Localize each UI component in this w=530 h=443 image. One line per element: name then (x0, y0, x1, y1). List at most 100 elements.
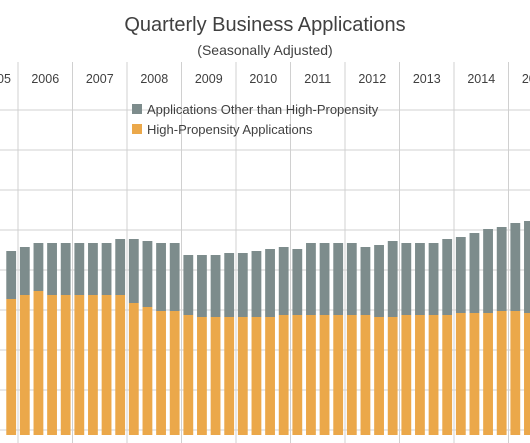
bar-high-propensity (374, 317, 384, 435)
year-label: 2007 (86, 72, 114, 86)
legend-label-high-propensity: High-Propensity Applications (147, 122, 313, 137)
bar-other-applications (101, 243, 112, 295)
bar-high-propensity (183, 315, 194, 435)
year-label: 2010 (249, 72, 277, 86)
bar-high-propensity (319, 315, 330, 435)
bar-high-propensity (74, 295, 85, 435)
bar-other-applications (333, 243, 344, 315)
bar-other-applications (360, 247, 371, 315)
bar-high-propensity (455, 313, 466, 435)
year-label: 2008 (140, 72, 168, 86)
bar-high-propensity (210, 317, 221, 435)
bar-other-applications (142, 241, 153, 307)
bar-other-applications (60, 243, 71, 295)
bar-other-applications (415, 243, 425, 315)
bar-other-applications (401, 243, 412, 315)
bar-high-propensity (88, 295, 98, 435)
chart-subtitle: (Seasonally Adjusted) (197, 42, 333, 58)
bar-high-propensity (278, 315, 289, 435)
bar-high-propensity (524, 313, 530, 435)
bar-high-propensity (292, 315, 303, 435)
bar-high-propensity (251, 317, 262, 435)
bar-high-propensity (47, 295, 57, 435)
bar-high-propensity (496, 311, 507, 435)
bar-high-propensity (224, 317, 235, 435)
year-label: 2011 (304, 72, 331, 86)
year-label: 2014 (467, 72, 495, 86)
bar-other-applications (496, 227, 507, 311)
bar-other-applications (278, 247, 289, 315)
bar-high-propensity (115, 295, 126, 435)
bar-high-propensity (333, 315, 344, 435)
bar-high-propensity (346, 315, 357, 435)
bar-other-applications (19, 247, 30, 295)
bar-high-propensity (510, 311, 521, 435)
bar-high-propensity (128, 303, 139, 435)
bar-other-applications (455, 237, 466, 313)
bar-other-applications (292, 249, 303, 315)
bar-other-applications (224, 253, 235, 317)
bar-other-applications (88, 243, 98, 295)
legend-swatch-high-propensity (132, 124, 142, 134)
legend-swatch-other (132, 104, 142, 114)
bar-high-propensity (415, 315, 425, 435)
bar-high-propensity (483, 313, 493, 435)
bar-other-applications (169, 243, 180, 311)
bar-other-applications (237, 253, 248, 317)
bar-other-applications (115, 239, 126, 295)
year-label: 2006 (31, 72, 59, 86)
bar-other-applications (524, 221, 530, 313)
bar-high-propensity (401, 315, 412, 435)
year-label: 2012 (358, 72, 386, 86)
bar-other-applications (210, 255, 221, 317)
bar-other-applications (197, 255, 207, 317)
bar-other-applications (428, 243, 439, 315)
bar-high-propensity (197, 317, 207, 435)
bar-high-propensity (306, 315, 316, 435)
bar-high-propensity (19, 295, 30, 435)
bar-high-propensity (6, 299, 17, 435)
bar-high-propensity (60, 295, 71, 435)
bar-high-propensity (156, 311, 166, 435)
bar-high-propensity (142, 307, 153, 435)
bar-high-propensity (428, 315, 439, 435)
year-axis-labels: 05 2006 2007 2008 2009 2010 2011 2012 2013 2014 20… (0, 72, 530, 86)
bar-high-propensity (33, 291, 44, 435)
gridlines (0, 62, 530, 443)
bar-other-applications (251, 251, 262, 317)
bars (6, 221, 530, 435)
bar-other-applications (156, 243, 166, 311)
bar-other-applications (306, 243, 316, 315)
bar-other-applications (483, 229, 493, 313)
year-label: 2015 (522, 72, 530, 86)
bar-other-applications (442, 239, 453, 315)
bar-high-propensity (265, 317, 275, 435)
bar-other-applications (346, 243, 357, 315)
bar-other-applications (265, 249, 275, 317)
bar-other-applications (74, 243, 85, 295)
bar-other-applications (33, 243, 44, 291)
bar-high-propensity (469, 313, 480, 435)
bar-other-applications (469, 233, 480, 313)
bar-other-applications (374, 245, 384, 317)
bar-other-applications (128, 239, 139, 303)
legend-label-other: Applications Other than High-Propensity (147, 102, 379, 117)
year-label: 05 (0, 72, 11, 86)
bar-high-propensity (360, 315, 371, 435)
year-label: 2013 (413, 72, 441, 86)
bar-other-applications (319, 243, 330, 315)
year-label: 2009 (195, 72, 223, 86)
chart-title: Quarterly Business Applications (124, 14, 406, 36)
bar-high-propensity (442, 315, 453, 435)
bar-other-applications (387, 241, 398, 317)
bar-other-applications (183, 255, 194, 315)
bar-high-propensity (101, 295, 112, 435)
bar-high-propensity (169, 311, 180, 435)
bar-other-applications (6, 251, 17, 299)
bar-high-propensity (387, 317, 398, 435)
bar-other-applications (47, 243, 57, 295)
bar-high-propensity (237, 317, 248, 435)
legend: Applications Other than High-Propensity … (132, 102, 379, 137)
bar-other-applications (510, 223, 521, 311)
